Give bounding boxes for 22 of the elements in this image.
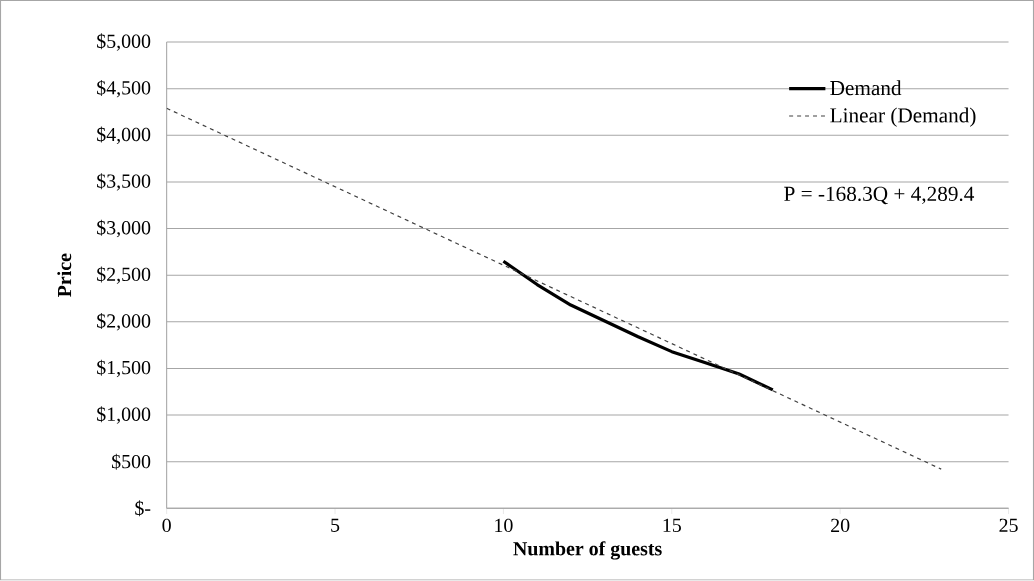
y-tick-label: $4,000	[97, 126, 151, 145]
x-tick-label: 20	[831, 518, 850, 533]
legend-label: Demand	[830, 80, 902, 96]
y-tick-label: $500	[112, 453, 151, 470]
legend-label: Linear (Demand)	[830, 107, 976, 128]
y-axis-title: Price	[57, 253, 72, 298]
x-tick-label: 15	[663, 518, 681, 533]
x-tick-label: 0	[162, 518, 171, 533]
y-tick-label: $3,000	[97, 220, 151, 238]
x-tick-label: 5	[331, 518, 340, 533]
x-axis-title: Number of guests	[513, 541, 662, 560]
y-tick-label: $1,000	[97, 406, 151, 425]
y-tick-label: $3,500	[97, 173, 151, 191]
y-tick-label: $4,500	[97, 80, 151, 98]
x-tick-label: 10	[495, 518, 513, 533]
y-tick-label: $-	[135, 500, 151, 517]
y-tick-label: $5,000	[97, 33, 151, 51]
y-tick-label: $1,500	[97, 359, 151, 378]
y-tick-label: $2,500	[97, 266, 151, 285]
y-tick-label: $2,000	[97, 313, 151, 331]
annotation: P = -168.3Q + 4,289.4	[784, 186, 975, 205]
x-tick-label: 25	[999, 518, 1018, 533]
